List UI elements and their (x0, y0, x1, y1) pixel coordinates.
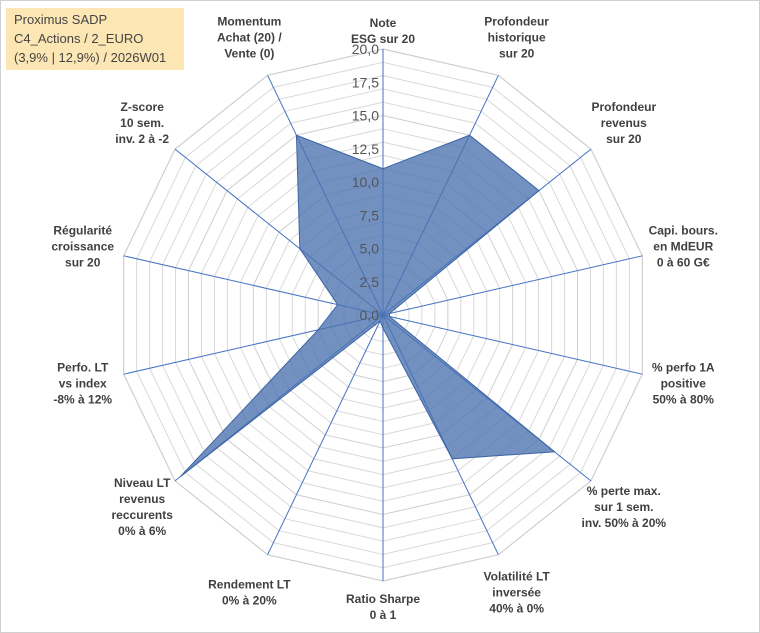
tick-label: 2,5 (360, 274, 380, 290)
chart-subtitle: C4_Actions / 2_EURO (14, 31, 144, 46)
axis-label: Volatilité LT inversée 40% à 0% (484, 569, 551, 615)
axis-label: Régularité croissance sur 20 (51, 223, 114, 269)
chart-period: (3,9% | 12,9%) / 2026W01 (14, 50, 167, 65)
axis-label-line: 10 sem. (120, 116, 164, 130)
tick-label: 10,0 (352, 174, 379, 190)
tick-label: 12,5 (352, 141, 379, 157)
tick-label: 17,5 (352, 74, 379, 90)
axis-label-line: historique (488, 31, 546, 45)
axis-label-line: 0% à 20% (222, 593, 277, 607)
tick-label: 0,0 (360, 307, 380, 323)
axis-label-line: Z-score (121, 100, 165, 114)
axis-spoke (382, 314, 643, 375)
axis-label-line: Capi. bours. (649, 223, 718, 237)
axis-label: Note ESG sur 20 (351, 16, 415, 46)
axis-label-line: ESG sur 20 (351, 32, 415, 46)
axis-label-line: Profondeur (591, 100, 656, 114)
axis-label-line: 40% à 0% (489, 601, 544, 615)
axis-label-line: % perte max. (587, 484, 661, 498)
tick-label: 15,0 (352, 108, 379, 124)
chart-title-box: Proximus SADP C4_Actions / 2_EURO (3,9% … (6, 8, 184, 70)
axis-label: Z-score 10 sem. inv. 2 à -2 (115, 100, 169, 146)
axis-label-line: Profondeur (484, 15, 549, 29)
axis-label: Profondeur historique sur 20 (484, 15, 549, 61)
axis-label: Momentum Achat (20) / Vente (0) (217, 15, 282, 61)
axis-label-line: sur 20 (499, 47, 535, 61)
axis-label-line: revenus (119, 492, 165, 506)
axis-label-line: Ratio Sharpe (346, 592, 420, 606)
axis-label-line: positive (661, 377, 707, 391)
axis-label-line: Vente (0) (224, 47, 274, 61)
axis-spoke (267, 314, 384, 555)
axis-label-line: revenus (601, 116, 647, 130)
axis-label: Profondeur revenus sur 20 (591, 100, 656, 146)
axis-label-line: -8% à 12% (53, 393, 112, 407)
axis-label-line: Momentum (217, 15, 281, 29)
axis-label-line: reccurents (112, 508, 174, 522)
axis-label-line: Rendement LT (208, 577, 291, 591)
tick-label: 7,5 (360, 207, 380, 223)
axis-label-line: inv. 2 à -2 (115, 132, 169, 146)
axis-label-line: sur 1 sem. (594, 500, 653, 514)
axis-label-line: inv. 50% à 20% (582, 516, 667, 530)
axis-label-line: % perfo 1A (652, 361, 715, 375)
axis-label: Perfo. LT vs index -8% à 12% (53, 361, 112, 407)
tick-label: 5,0 (360, 241, 380, 257)
axis-label-line: Perfo. LT (57, 361, 109, 375)
radar-axis-labels: Note ESG sur 20 Profondeur historique sur 20… (51, 15, 718, 622)
axis-label-line: Niveau LT (114, 476, 171, 490)
axis-label-line: en MdEUR (653, 239, 713, 253)
axis-label-line: sur 20 (65, 255, 101, 269)
axis-label-line: croissance (51, 239, 114, 253)
axis-label-line: Note (370, 16, 397, 30)
axis-label-line: inversée (492, 585, 541, 599)
axis-label: % perte max. sur 1 sem. inv. 50% à 20% (582, 484, 667, 530)
axis-label: % perfo 1A positive 50% à 80% (652, 361, 715, 407)
axis-label-line: 0% à 6% (118, 524, 166, 538)
axis-label-line: Régularité (53, 223, 112, 237)
axis-label-line: Volatilité LT (484, 569, 551, 583)
axis-label: Rendement LT 0% à 20% (208, 577, 291, 607)
axis-label: Ratio Sharpe 0 à 1 (346, 592, 420, 622)
radar-series (179, 134, 556, 478)
radar-tick-labels: 0,0 2,5 5,0 7,5 10,0 12,5 15,0 17,5 20,0 (352, 41, 379, 323)
axis-label-line: 0 à 1 (370, 608, 397, 622)
axis-spoke (382, 255, 643, 316)
chart-title: Proximus SADP (14, 12, 108, 27)
axis-label-line: 0 à 60 G€ (657, 255, 710, 269)
axis-label-line: Achat (20) / (217, 31, 282, 45)
tick-label: 20,0 (352, 41, 379, 57)
axis-label-line: 50% à 80% (653, 393, 715, 407)
axis-label-line: sur 20 (606, 132, 642, 146)
axis-label: Capi. bours. en MdEUR 0 à 60 G€ (649, 223, 718, 269)
axis-label: Niveau LT revenus reccurents 0% à 6% (112, 476, 174, 538)
axis-label-line: vs index (59, 377, 107, 391)
